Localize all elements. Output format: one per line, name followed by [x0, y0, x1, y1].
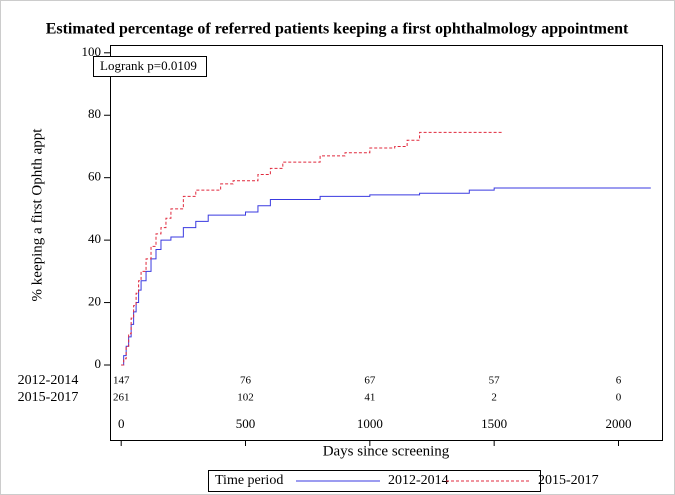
annotation: Logrank p=0.0109 [100, 58, 197, 73]
risk-row-label: 2012-2014 [18, 373, 79, 388]
risk-count: 2 [491, 392, 497, 404]
x-tick-label: 2000 [605, 416, 631, 431]
risk-count: 67 [364, 375, 376, 387]
chart-title: Estimated percentage of referred patient… [46, 21, 629, 38]
risk-count: 57 [489, 375, 501, 387]
y-axis-label: % keeping a first Ophth appt [29, 128, 45, 302]
y-tick-label: 60 [88, 169, 101, 184]
plot-frame [110, 45, 663, 441]
risk-count: 41 [364, 392, 375, 404]
y-tick-label: 0 [95, 356, 102, 371]
risk-count: 147 [113, 375, 130, 387]
legend-label: 2012-2014 [388, 473, 449, 488]
y-tick-label: 40 [88, 231, 101, 246]
risk-count: 0 [616, 392, 622, 404]
x-tick-label: 1000 [357, 416, 383, 431]
legend-title: Time period [215, 473, 283, 488]
x-tick-label: 0 [118, 416, 125, 431]
annotation-box [93, 56, 207, 77]
y-tick-label: 20 [88, 294, 101, 309]
legend-label: 2015-2017 [538, 473, 599, 488]
x-axis-label: Days since screening [323, 443, 450, 459]
risk-count: 261 [113, 392, 130, 404]
x-tick-label: 500 [236, 416, 256, 431]
x-tick-label: 1500 [481, 416, 507, 431]
risk-row-label: 2015-2017 [18, 390, 79, 405]
risk-count: 6 [616, 375, 622, 387]
y-tick-label: 80 [88, 106, 101, 121]
y-tick-label: 100 [82, 44, 102, 59]
survival-curve [121, 131, 502, 366]
risk-count: 102 [237, 392, 254, 404]
risk-count: 76 [240, 375, 252, 387]
